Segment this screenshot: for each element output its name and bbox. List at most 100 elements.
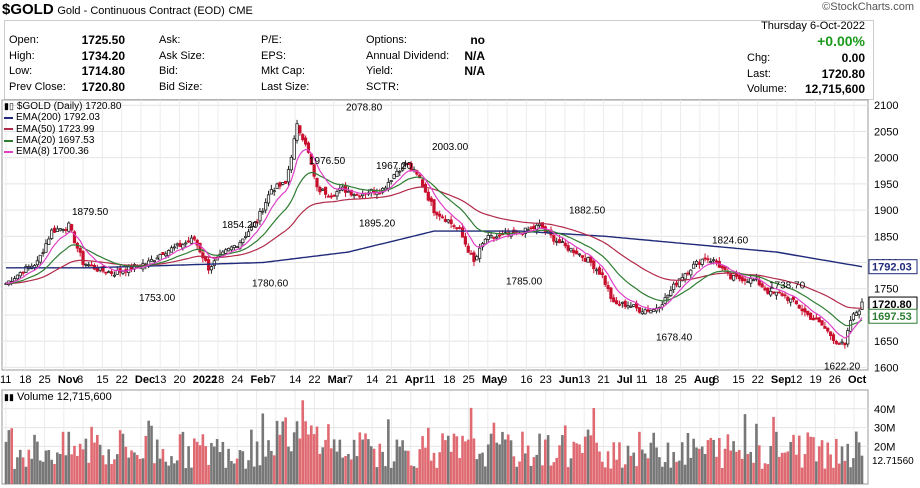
volume-bar xyxy=(449,451,453,484)
volume-bar xyxy=(618,442,621,484)
candle-body xyxy=(723,266,727,270)
candle-body xyxy=(749,278,753,284)
volume-bar xyxy=(144,435,148,484)
volume-bar xyxy=(153,463,156,484)
volume-bar xyxy=(735,451,738,484)
volume-bar xyxy=(24,466,28,484)
quote-label: Annual Dividend: xyxy=(366,49,450,62)
candle-body xyxy=(289,157,293,171)
volume-bar xyxy=(680,442,684,484)
volume-bar xyxy=(378,443,382,484)
candle-body xyxy=(95,267,99,272)
candle-body xyxy=(318,187,322,193)
candle-body xyxy=(729,273,733,280)
volume-bar xyxy=(506,434,510,484)
candle-body xyxy=(677,278,681,288)
volume-bar xyxy=(193,438,196,484)
candle-body xyxy=(178,242,182,247)
candle-body xyxy=(463,236,467,245)
volume-bar xyxy=(509,440,513,484)
candle-body xyxy=(666,294,670,298)
candle-body xyxy=(495,236,499,239)
x-tick-label: 8 xyxy=(713,374,719,386)
volume-bar xyxy=(44,450,48,484)
volume-bar xyxy=(789,441,792,484)
quote-label: Open: xyxy=(9,34,39,46)
candle-body xyxy=(398,170,402,173)
chart-title: $GOLD Gold - Continuous Contract (EOD) C… xyxy=(2,1,253,18)
exchange: CME xyxy=(228,5,253,17)
price-annotation: 1854.20 xyxy=(222,220,259,231)
candle-body xyxy=(249,226,253,231)
volume-bar xyxy=(298,438,302,484)
candle-body xyxy=(90,264,94,267)
volume-bar xyxy=(655,447,658,484)
volume-bar xyxy=(678,460,681,484)
candle-body xyxy=(264,202,268,211)
volume-bar xyxy=(623,464,627,484)
volume-bar xyxy=(698,448,701,484)
volume-bar xyxy=(521,431,524,484)
candle-body xyxy=(84,263,88,266)
candle-body xyxy=(674,282,679,286)
volume-bar xyxy=(832,467,835,484)
volume-bar xyxy=(218,451,222,484)
volume-bar xyxy=(98,444,102,484)
volume-bar xyxy=(281,421,285,484)
quote-label: Chg: xyxy=(747,52,771,64)
volume-bar xyxy=(666,442,670,484)
candle-body xyxy=(389,180,393,182)
candle-body xyxy=(187,240,191,243)
volume-bar xyxy=(250,429,253,484)
candle-body xyxy=(306,142,311,153)
candle-body xyxy=(224,249,228,254)
volume-bar xyxy=(712,439,715,484)
candle-body xyxy=(261,210,265,213)
candle-body xyxy=(472,252,476,262)
x-tick-label: May xyxy=(482,374,504,386)
volume-bar xyxy=(87,462,91,484)
candle-body xyxy=(763,287,767,291)
x-tick-label: Apr xyxy=(405,374,425,386)
candle-body xyxy=(246,231,251,237)
candle-body xyxy=(321,188,325,191)
x-tick-label: 9 xyxy=(501,374,507,386)
volume-bar xyxy=(700,446,704,484)
price-annotation: 1785.00 xyxy=(506,276,543,287)
volume-bar xyxy=(232,463,236,484)
volume-bar xyxy=(837,463,841,484)
candle-body xyxy=(446,219,450,223)
volume-bar xyxy=(792,434,795,484)
volume-bar xyxy=(709,437,713,484)
volume-bar xyxy=(327,424,330,484)
candle-body xyxy=(392,174,396,179)
x-tick-label: 7 xyxy=(347,374,353,386)
stockcharts-logo[interactable]: ©StockCharts.com xyxy=(822,1,914,13)
candle-body xyxy=(35,260,39,266)
quote-value: N/A xyxy=(464,48,485,63)
candle-body xyxy=(420,179,425,187)
volume-bar xyxy=(432,452,436,484)
volume-bar xyxy=(775,431,778,484)
x-tick-label: 7 xyxy=(270,374,276,386)
y-tick-label: 1750 xyxy=(874,284,898,296)
candle-body xyxy=(315,178,319,188)
candle-body xyxy=(617,303,622,306)
volume-bar xyxy=(777,456,781,484)
candle-body xyxy=(312,164,316,177)
candle-body xyxy=(566,245,570,251)
volume-bar xyxy=(301,400,305,484)
volume-bar xyxy=(738,449,741,484)
volume-bar xyxy=(341,457,344,484)
candle-body xyxy=(278,182,282,187)
volume-bar xyxy=(820,440,824,484)
volume-bar xyxy=(53,464,56,484)
volume-bar xyxy=(498,444,501,484)
candle-body xyxy=(438,213,442,217)
candle-body xyxy=(572,249,576,254)
volume-bar xyxy=(70,454,73,484)
candle-body xyxy=(235,246,239,249)
candle-body xyxy=(577,253,582,256)
candle-body xyxy=(646,309,650,312)
candle-body xyxy=(603,275,607,285)
